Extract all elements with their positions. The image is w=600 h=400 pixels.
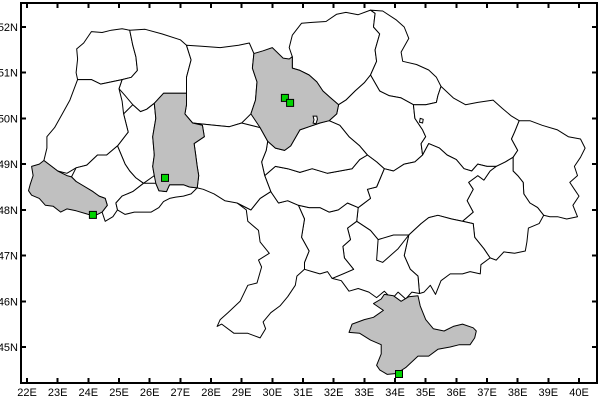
axis-tick-labels: 22E 23E 24E 25E 26E 27E 28E 29E 30E 31E 32E 33E 34E 3… [0, 22, 589, 399]
x-tick-label: 38E [508, 387, 528, 399]
region-khmelnytskyi-shaded [152, 92, 205, 193]
map-enclaves [312, 115, 424, 125]
plot-box [20, 2, 598, 384]
region-crimea-shaded [348, 293, 477, 375]
y-tick-label: 50N [0, 113, 18, 125]
x-tick-label: 40E [569, 387, 589, 399]
region-zakarpattia-shaded [28, 160, 108, 216]
x-tick-label: 31E [293, 387, 313, 399]
site-marker-1 [280, 93, 289, 102]
y-tick-label: 45N [0, 342, 18, 354]
station-markers [88, 93, 403, 378]
region-volyn [75, 28, 138, 85]
region-kyiv-oblast-shaded [250, 47, 340, 151]
y-tick-label: 49N [0, 159, 18, 171]
x-tick-label: 33E [355, 387, 375, 399]
x-tick-label: 22E [17, 387, 37, 399]
region-mykolaiv [297, 202, 359, 279]
x-tick-label: 23E [48, 387, 68, 399]
x-tick-label: 37E [477, 387, 497, 399]
small-enclave-east [418, 117, 424, 124]
x-tick-label: 28E [201, 387, 221, 399]
site-marker-4 [88, 210, 97, 219]
y-tick-label: 47N [0, 251, 18, 263]
x-tick-label: 29E [232, 387, 252, 399]
axis-ticks [21, 3, 597, 383]
x-tick-label: 25E [109, 387, 129, 399]
y-tick-label: 46N [0, 296, 18, 308]
x-tick-label: 35E [416, 387, 436, 399]
axis-frame [20, 2, 598, 384]
site-marker-5 [395, 370, 403, 378]
x-tick-label: 24E [79, 387, 99, 399]
small-enclave-left-bank [312, 115, 318, 125]
map-regions [28, 9, 586, 375]
region-zhytomyr [184, 42, 258, 128]
region-sumy [370, 9, 442, 106]
x-tick-label: 26E [140, 387, 160, 399]
y-tick-label: 52N [0, 22, 18, 34]
x-tick-label: 32E [324, 387, 344, 399]
x-tick-label: 36E [447, 387, 467, 399]
y-tick-label: 48N [0, 205, 18, 217]
x-tick-label: 27E [171, 387, 191, 399]
site-marker-2 [286, 98, 295, 107]
x-tick-label: 34E [385, 387, 405, 399]
site-marker-3 [161, 173, 169, 182]
x-tick-label: 39E [539, 387, 559, 399]
x-tick-label: 30E [263, 387, 283, 399]
y-tick-label: 51N [0, 68, 18, 80]
region-odesa [216, 191, 310, 339]
